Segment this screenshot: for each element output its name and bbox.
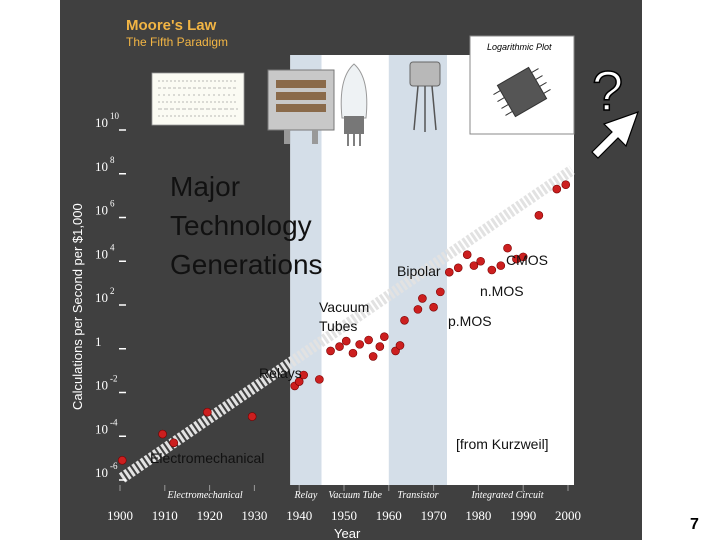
chart-title: Moore's Law	[126, 17, 217, 34]
y-tick-exp-0: 10	[110, 111, 120, 121]
x-tick-label-8: 1980	[465, 508, 491, 523]
x-tick-label-6: 1960	[376, 508, 402, 523]
data-point-13	[355, 340, 364, 349]
data-point-8	[315, 375, 324, 384]
y-tick-exp-2: 6	[110, 199, 115, 209]
y-tick-label-1: 10	[95, 159, 108, 174]
data-point-37	[561, 180, 571, 189]
era-label-2: Vacuum Tube	[328, 490, 382, 501]
y-tick-label-7: 10	[95, 421, 108, 436]
data-point-36	[552, 184, 562, 194]
y-tick-label-8: 10	[95, 465, 108, 480]
y-tick-exp-4: 2	[110, 286, 115, 296]
y-tick-label-5: 1	[95, 334, 102, 349]
data-point-15	[368, 352, 378, 361]
data-point-16	[375, 342, 385, 351]
data-point-12	[348, 348, 358, 358]
data-point-27	[462, 250, 472, 259]
data-point-3	[203, 407, 212, 417]
y-tick-label-0: 10	[95, 115, 108, 130]
x-tick-label-2: 1920	[197, 508, 223, 523]
era-label-0: Electromechanical	[167, 490, 243, 501]
data-point-7	[299, 370, 308, 380]
era-label-1: Relay	[294, 490, 318, 501]
y-tick-label-3: 10	[95, 246, 108, 261]
data-point-0	[117, 456, 127, 465]
data-point-2	[169, 438, 179, 448]
x-axis-title: Year	[334, 526, 361, 540]
vacuum-line-1: Vacuum	[319, 299, 369, 315]
data-point-25	[444, 267, 454, 277]
y-tick-label-6: 10	[95, 378, 108, 393]
slide-number: 7	[690, 516, 699, 533]
x-tick-label-10: 2000	[555, 508, 581, 523]
data-point-30	[487, 265, 497, 275]
electromechanical-label: Electromechanical	[150, 450, 264, 466]
data-point-21	[413, 305, 423, 314]
vacuum-tubes-label: Vacuum Tubes	[319, 299, 373, 334]
y-tick-exp-8: -6	[110, 461, 118, 471]
data-point-20	[400, 316, 409, 325]
data-point-19	[395, 341, 405, 350]
transistor-image	[409, 61, 441, 132]
bipolar-label: Bipolar	[397, 263, 441, 279]
cmos-label: CMOS	[506, 252, 548, 268]
y-tick-exp-3: 4	[110, 242, 115, 252]
data-point-9	[326, 346, 335, 356]
data-point-28	[469, 261, 479, 270]
log-plot-note: Logarithmic Plot	[487, 42, 552, 52]
era-label-4: Integrated Circuit	[470, 490, 543, 501]
x-tick-label-4: 1940	[286, 508, 312, 523]
component-illustrations	[151, 35, 575, 146]
x-tick-label-0: 1900	[107, 508, 133, 523]
y-axis-title: Calculations per Second per $1,000	[70, 203, 85, 410]
source-label: [from Kurzweil]	[456, 436, 549, 452]
question-mark: ?	[592, 59, 623, 122]
data-point-11	[341, 336, 351, 346]
chart-subtitle: The Fifth Paradigm	[126, 35, 228, 49]
data-point-31	[496, 261, 506, 270]
x-tick-label-7: 1970	[421, 508, 447, 523]
era-label-3: Transistor	[397, 490, 438, 501]
vacuum-line-2: Tubes	[319, 318, 357, 334]
x-tick-label-3: 1930	[241, 508, 267, 523]
nmos-label: n.MOS	[480, 283, 524, 299]
major-line-1: Major	[170, 171, 240, 202]
punch-card-image	[151, 72, 245, 126]
pmos-label: p.MOS	[448, 313, 492, 329]
data-point-4	[247, 412, 257, 421]
vacuum-tube-image	[340, 63, 368, 146]
relay-image	[267, 69, 335, 144]
data-point-29	[476, 256, 485, 266]
y-tick-exp-6: -2	[110, 374, 118, 384]
y-tick-label-4: 10	[95, 290, 108, 305]
trend-band	[118, 165, 576, 483]
data-point-24	[436, 287, 445, 297]
y-tick-label-2: 10	[95, 203, 108, 218]
data-point-22	[418, 294, 427, 303]
data-point-14	[364, 335, 373, 345]
data-point-35	[534, 211, 544, 220]
data-point-26	[453, 263, 463, 273]
data-point-17	[380, 332, 389, 342]
integrated-circuit-image	[469, 35, 575, 135]
data-point-1	[158, 429, 167, 439]
y-tick-exp-1: 8	[110, 155, 115, 165]
x-tick-label-5: 1950	[331, 508, 357, 523]
major-line-3: Generations	[170, 249, 323, 280]
data-point-10	[335, 342, 344, 351]
data-point-32	[503, 243, 512, 253]
major-generations-label: Major Technology Generations	[170, 171, 323, 280]
data-point-34	[518, 252, 528, 262]
y-tick-exp-7: -4	[110, 417, 118, 427]
data-point-6	[294, 377, 304, 386]
x-tick-label-1: 1910	[152, 508, 178, 523]
x-tick-label-9: 1990	[510, 508, 536, 523]
arrow-up-right-icon	[591, 111, 639, 159]
data-point-23	[429, 302, 438, 312]
relays-label: Relays	[259, 365, 302, 381]
major-line-2: Technology	[170, 210, 312, 241]
